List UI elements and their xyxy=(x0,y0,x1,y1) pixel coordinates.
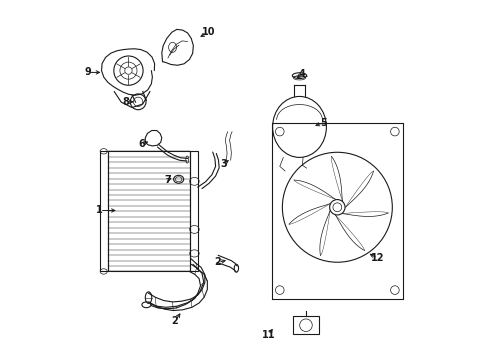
Text: 12: 12 xyxy=(371,253,385,263)
Text: 2: 2 xyxy=(215,257,221,267)
Bar xyxy=(191,151,198,271)
Text: 3: 3 xyxy=(220,159,227,169)
Text: 1: 1 xyxy=(97,206,103,216)
Text: 5: 5 xyxy=(320,118,326,128)
Text: 11: 11 xyxy=(262,330,275,340)
Bar xyxy=(100,151,108,271)
Text: 2: 2 xyxy=(172,316,178,325)
Text: 4: 4 xyxy=(298,69,305,79)
Text: 8: 8 xyxy=(122,97,129,107)
Text: 7: 7 xyxy=(165,175,172,185)
Bar xyxy=(293,316,319,334)
Text: 6: 6 xyxy=(138,139,145,149)
Text: 9: 9 xyxy=(85,67,91,77)
Text: 10: 10 xyxy=(202,27,215,37)
